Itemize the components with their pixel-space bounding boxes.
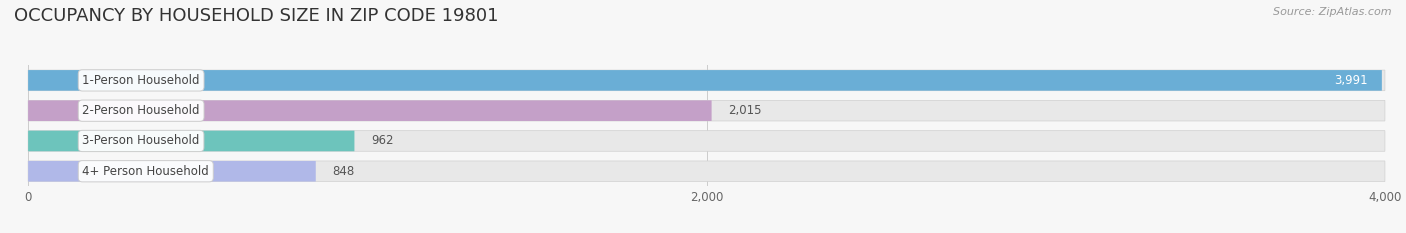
Text: Source: ZipAtlas.com: Source: ZipAtlas.com — [1274, 7, 1392, 17]
Text: 848: 848 — [333, 165, 354, 178]
FancyBboxPatch shape — [28, 161, 316, 182]
Text: OCCUPANCY BY HOUSEHOLD SIZE IN ZIP CODE 19801: OCCUPANCY BY HOUSEHOLD SIZE IN ZIP CODE … — [14, 7, 499, 25]
Text: 3,991: 3,991 — [1334, 74, 1368, 87]
Text: 2-Person Household: 2-Person Household — [83, 104, 200, 117]
Text: 962: 962 — [371, 134, 394, 147]
FancyBboxPatch shape — [28, 100, 1385, 121]
FancyBboxPatch shape — [28, 100, 711, 121]
Text: 4+ Person Household: 4+ Person Household — [83, 165, 209, 178]
FancyBboxPatch shape — [28, 70, 1382, 91]
FancyBboxPatch shape — [28, 131, 354, 151]
FancyBboxPatch shape — [28, 161, 1385, 182]
Text: 2,015: 2,015 — [728, 104, 762, 117]
Text: 1-Person Household: 1-Person Household — [83, 74, 200, 87]
Text: 3-Person Household: 3-Person Household — [83, 134, 200, 147]
FancyBboxPatch shape — [28, 70, 1385, 91]
FancyBboxPatch shape — [28, 131, 1385, 151]
